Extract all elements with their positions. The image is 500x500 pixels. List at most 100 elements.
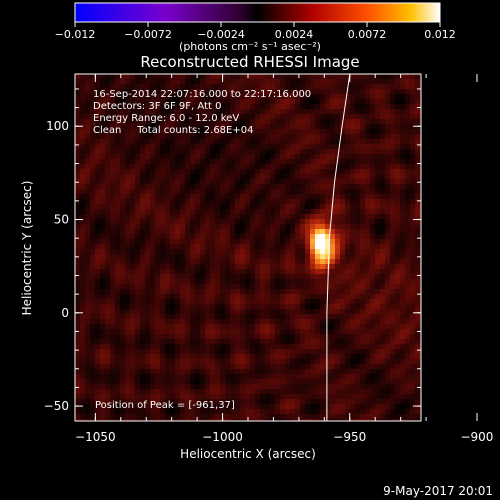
heatmap-pixel [265, 269, 271, 275]
heatmap-pixel [235, 359, 241, 365]
heatmap-pixel [140, 179, 146, 185]
heatmap-pixel [310, 344, 316, 350]
heatmap-pixel [340, 199, 346, 205]
heatmap-pixel [275, 154, 281, 160]
heatmap-pixel [110, 224, 116, 230]
heatmap-pixel [185, 119, 191, 125]
heatmap-pixel [150, 309, 156, 315]
heatmap-pixel [170, 389, 176, 395]
heatmap-pixel [155, 199, 161, 205]
heatmap-pixel [200, 234, 206, 240]
heatmap-pixel [395, 219, 401, 225]
heatmap-pixel [375, 134, 381, 140]
heatmap-pixel [150, 399, 156, 405]
heatmap-pixel [90, 319, 96, 325]
heatmap-pixel [195, 414, 201, 420]
heatmap-pixel [120, 239, 126, 245]
heatmap-pixel [185, 144, 191, 150]
heatmap-pixel [215, 419, 221, 421]
heatmap-pixel [380, 204, 386, 210]
heatmap-pixel [385, 314, 391, 320]
heatmap-pixel [260, 184, 266, 190]
heatmap-pixel [220, 269, 226, 275]
heatmap-pixel [335, 389, 341, 395]
heatmap-pixel [385, 129, 391, 135]
heatmap-pixel [110, 149, 116, 155]
heatmap-pixel [300, 119, 306, 125]
heatmap-pixel [80, 259, 86, 265]
heatmap-pixel [250, 209, 256, 215]
heatmap-pixel [170, 79, 176, 85]
heatmap-pixel [230, 224, 236, 230]
heatmap-pixel [135, 104, 141, 110]
heatmap-pixel [80, 329, 86, 335]
heatmap-pixel [155, 224, 161, 230]
heatmap-pixel [155, 189, 161, 195]
heatmap-pixel [100, 124, 106, 130]
heatmap-pixel [110, 379, 116, 385]
heatmap-pixel [165, 244, 171, 250]
heatmap-pixel [300, 374, 306, 380]
heatmap-pixel [80, 189, 86, 195]
heatmap-pixel [145, 394, 151, 400]
heatmap-pixel [155, 84, 161, 90]
heatmap-pixel [220, 209, 226, 215]
heatmap-pixel [135, 114, 141, 120]
heatmap-pixel [315, 164, 321, 170]
heatmap-pixel [135, 389, 141, 395]
heatmap-pixel [385, 404, 391, 410]
heatmap-pixel [90, 279, 96, 285]
heatmap-pixel [295, 279, 301, 285]
heatmap-pixel [160, 329, 166, 335]
heatmap-pixel [215, 164, 221, 170]
heatmap-pixel [380, 124, 386, 130]
heatmap-pixel [170, 284, 176, 290]
heatmap-pixel [205, 319, 211, 325]
heatmap-pixel [280, 89, 286, 95]
heatmap-pixel [185, 89, 191, 95]
heatmap-pixel [360, 249, 366, 255]
heatmap-pixel [245, 269, 251, 275]
heatmap-pixel [115, 409, 121, 415]
heatmap-pixel [265, 124, 271, 130]
heatmap-pixel [180, 274, 186, 280]
heatmap-pixel [335, 339, 341, 345]
heatmap-pixel [415, 289, 421, 295]
heatmap-pixel [315, 269, 321, 275]
heatmap-pixel [90, 404, 96, 410]
heatmap-pixel [235, 364, 241, 370]
heatmap-pixel [85, 179, 91, 185]
heatmap-pixel [405, 179, 411, 185]
heatmap-pixel [335, 399, 341, 405]
heatmap-pixel [180, 419, 186, 421]
heatmap-pixel [330, 189, 336, 195]
heatmap-pixel [195, 419, 201, 421]
heatmap-pixel [275, 104, 281, 110]
heatmap-pixel [95, 339, 101, 345]
heatmap-pixel [390, 144, 396, 150]
heatmap-pixel [230, 179, 236, 185]
heatmap-pixel [215, 254, 221, 260]
heatmap-pixel [275, 359, 281, 365]
heatmap-pixel [200, 289, 206, 295]
heatmap-pixel [220, 379, 226, 385]
heatmap-pixel [100, 374, 106, 380]
heatmap-pixel [260, 214, 266, 220]
heatmap-pixel [395, 174, 401, 180]
heatmap-pixel [265, 99, 271, 105]
heatmap-pixel [295, 319, 301, 325]
heatmap-pixel [135, 379, 141, 385]
heatmap-pixel [200, 249, 206, 255]
heatmap-pixel [165, 379, 171, 385]
heatmap-pixel [325, 359, 331, 365]
heatmap-pixel [160, 264, 166, 270]
heatmap-pixel [125, 94, 131, 100]
heatmap-pixel [245, 109, 251, 115]
heatmap-pixel [335, 374, 341, 380]
heatmap-pixel [150, 304, 156, 310]
heatmap-pixel [135, 324, 141, 330]
heatmap-pixel [410, 249, 416, 255]
heatmap-pixel [305, 79, 311, 85]
heatmap-pixel [245, 119, 251, 125]
heatmap-pixel [365, 274, 371, 280]
